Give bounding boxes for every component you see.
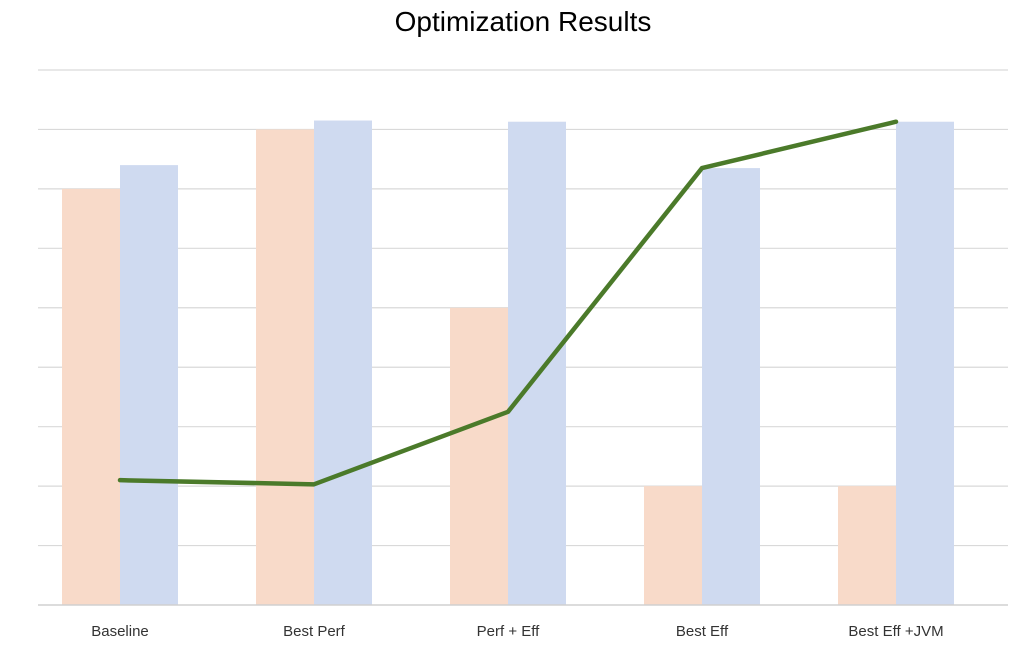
x-tick-label-baseline: Baseline [91,623,149,640]
line-series-1 [117,119,899,487]
bar-series2-best-perf [314,120,372,606]
bar-series1-best-perf [256,129,314,605]
bar-series2-best-eff-jvm [896,121,954,605]
x-tick-label-best-eff-jvm: Best Eff +JVM [848,623,943,640]
chart-title: Optimization Results [394,6,652,37]
bar-series1-baseline [62,188,120,605]
x-tick-label-best-eff: Best Eff [676,623,729,640]
x-tick-label-perf-eff: Perf + Eff [477,623,541,640]
line-series [117,119,899,487]
bar-series1-best-eff [644,486,702,605]
bar-series2-baseline [120,165,178,605]
x-tick-labels: Baseline Best Perf Perf + Eff Best Eff Best … [91,623,943,640]
bar-series1-best-eff-jvm [838,486,896,605]
bars [62,120,954,606]
bar-series2-best-eff [702,168,760,606]
bar-series2-perf-eff [508,121,566,605]
bar-series1-perf-eff [450,307,508,605]
x-tick-label-best-perf: Best Perf [283,623,346,640]
